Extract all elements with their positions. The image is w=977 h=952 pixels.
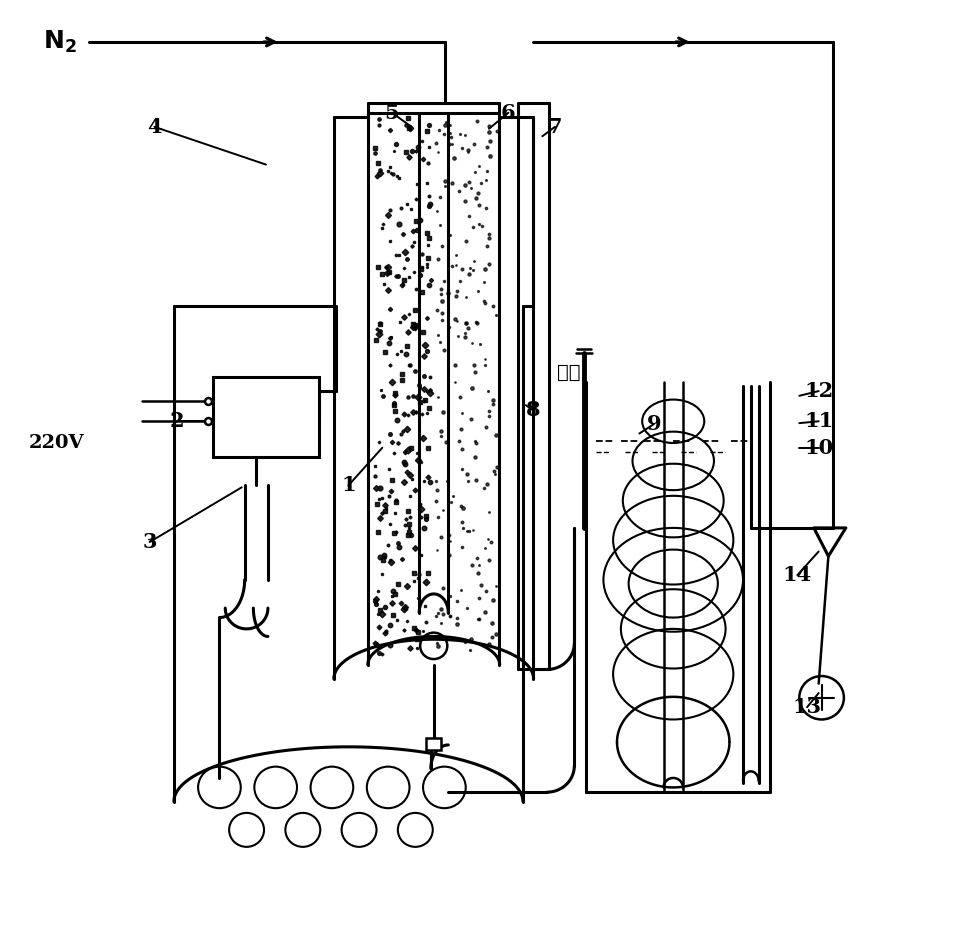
Text: 7: 7 (547, 117, 562, 137)
Text: 11: 11 (803, 411, 832, 431)
Text: 220V: 220V (28, 434, 84, 452)
Text: 8: 8 (525, 400, 539, 420)
Text: 14: 14 (782, 565, 811, 585)
Text: 1: 1 (341, 475, 356, 495)
Text: 12: 12 (803, 381, 832, 401)
Text: 2: 2 (169, 411, 184, 431)
Text: 4: 4 (147, 117, 161, 137)
Text: 5: 5 (384, 103, 399, 123)
Text: 9: 9 (646, 414, 660, 434)
Text: 3: 3 (143, 532, 156, 552)
Text: $\mathbf{N_2}$: $\mathbf{N_2}$ (43, 29, 76, 55)
Bar (212, 377, 319, 457)
Text: 13: 13 (791, 697, 821, 717)
Text: 6: 6 (500, 103, 515, 123)
Text: 尾气: 尾气 (556, 363, 579, 382)
Bar (426, 739, 441, 749)
Text: 10: 10 (803, 438, 832, 458)
